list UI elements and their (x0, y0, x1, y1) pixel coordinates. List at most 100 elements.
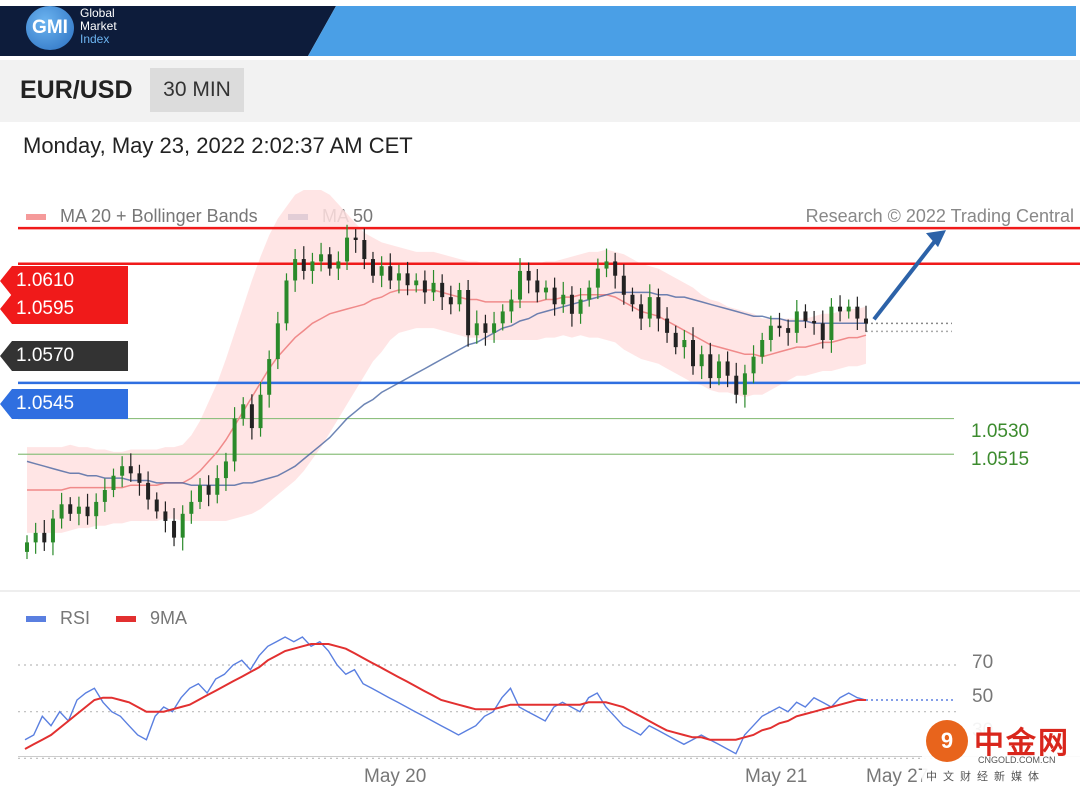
brand-line-3: Index (80, 32, 110, 46)
candle (249, 394, 254, 440)
forecast-arrow (872, 230, 946, 321)
candle (466, 280, 471, 347)
candle-body (552, 287, 557, 305)
candle-body (25, 542, 29, 552)
candle-body (483, 323, 488, 333)
header-banner: GMI Global Market Index (0, 0, 1080, 60)
candle-body (172, 520, 177, 538)
banner-graphic (0, 0, 1080, 56)
candle-body (293, 259, 298, 281)
symbol-bar: EUR/USD 30 MIN (0, 60, 1080, 122)
candle-body (241, 404, 246, 419)
candle-body (500, 311, 505, 324)
candle-body (396, 273, 401, 281)
candle (370, 251, 375, 283)
candle (716, 354, 721, 386)
candle (708, 342, 713, 389)
timeframe-button[interactable]: 30 MIN (150, 68, 244, 112)
research-credit: Research © 2022 Trading Central (805, 206, 1074, 226)
rsi-level-50: 50 (972, 686, 994, 707)
candle (128, 453, 133, 482)
x-axis-line (18, 756, 1080, 757)
candle (561, 281, 566, 313)
candle-body (128, 466, 133, 474)
gmi-logo[interactable]: GMI (26, 6, 74, 50)
candle-body (76, 506, 81, 514)
candle (552, 277, 557, 316)
candle-body (578, 299, 583, 314)
candle (725, 351, 730, 388)
candle (656, 288, 661, 332)
candle-body (414, 280, 419, 286)
candle-body (345, 237, 350, 262)
x-tick-may21: May 21 (745, 766, 808, 787)
candle-body (621, 275, 626, 295)
candle-body (760, 340, 765, 357)
candle (431, 270, 436, 301)
candle-body (716, 361, 721, 379)
candle-body (474, 323, 479, 336)
candle (777, 312, 782, 337)
panel-divider (0, 590, 1080, 592)
candle (215, 465, 220, 504)
candle (137, 464, 142, 496)
level-tag-current: 1.0570 (0, 341, 128, 371)
candle-body (682, 340, 687, 348)
candle-body (708, 354, 713, 379)
candle-body (370, 259, 375, 276)
watermark-name: 中金网 (974, 727, 1070, 760)
candle (197, 478, 202, 510)
candle-body (457, 290, 462, 305)
candle (846, 299, 851, 319)
candle (275, 311, 280, 370)
candle (864, 305, 868, 332)
candle (180, 505, 185, 551)
candle-body (405, 273, 410, 286)
candle (120, 456, 125, 488)
level-tag-pivot: 1.0545 (0, 389, 128, 419)
candle-body (353, 237, 358, 240)
candle (241, 397, 246, 426)
candle (362, 228, 367, 270)
candle-body (319, 254, 324, 262)
brand-line-2: Market (80, 19, 117, 33)
candle-body (59, 504, 64, 519)
candle-body (751, 356, 756, 374)
candle-body (777, 325, 782, 329)
candle (812, 310, 817, 335)
candle (820, 310, 825, 349)
candle-body (543, 287, 548, 293)
candle (232, 407, 237, 472)
rsi-series (24, 636, 956, 755)
candle-body (518, 270, 523, 300)
candle (293, 249, 298, 292)
candle-body (509, 299, 514, 312)
rsi-chart[interactable] (0, 630, 1080, 770)
candle-body (180, 513, 185, 538)
candle-body (448, 297, 453, 305)
candle-body (812, 320, 817, 324)
legend-ma20-label: MA 20 + Bollinger Bands (60, 206, 258, 226)
candle (639, 294, 644, 330)
candle (146, 471, 151, 510)
candle-body (820, 323, 825, 340)
candle (42, 520, 47, 551)
candle (760, 332, 765, 364)
legend-9ma-label: 9MA (150, 608, 188, 628)
candle (396, 264, 401, 294)
candle (734, 362, 739, 404)
x-tick-may20: May 20 (364, 766, 427, 787)
candle-body (725, 361, 730, 376)
candle (613, 252, 618, 289)
candle (492, 311, 497, 343)
rsi-level-70: 70 (972, 652, 994, 673)
candle (742, 364, 747, 408)
candle-body (388, 266, 393, 281)
candle-body (422, 280, 427, 293)
moving-averages (26, 289, 867, 491)
candle (353, 229, 358, 253)
price-chart[interactable] (0, 190, 1080, 590)
candle-body (768, 325, 773, 340)
candle (587, 280, 592, 307)
candle (786, 319, 791, 346)
